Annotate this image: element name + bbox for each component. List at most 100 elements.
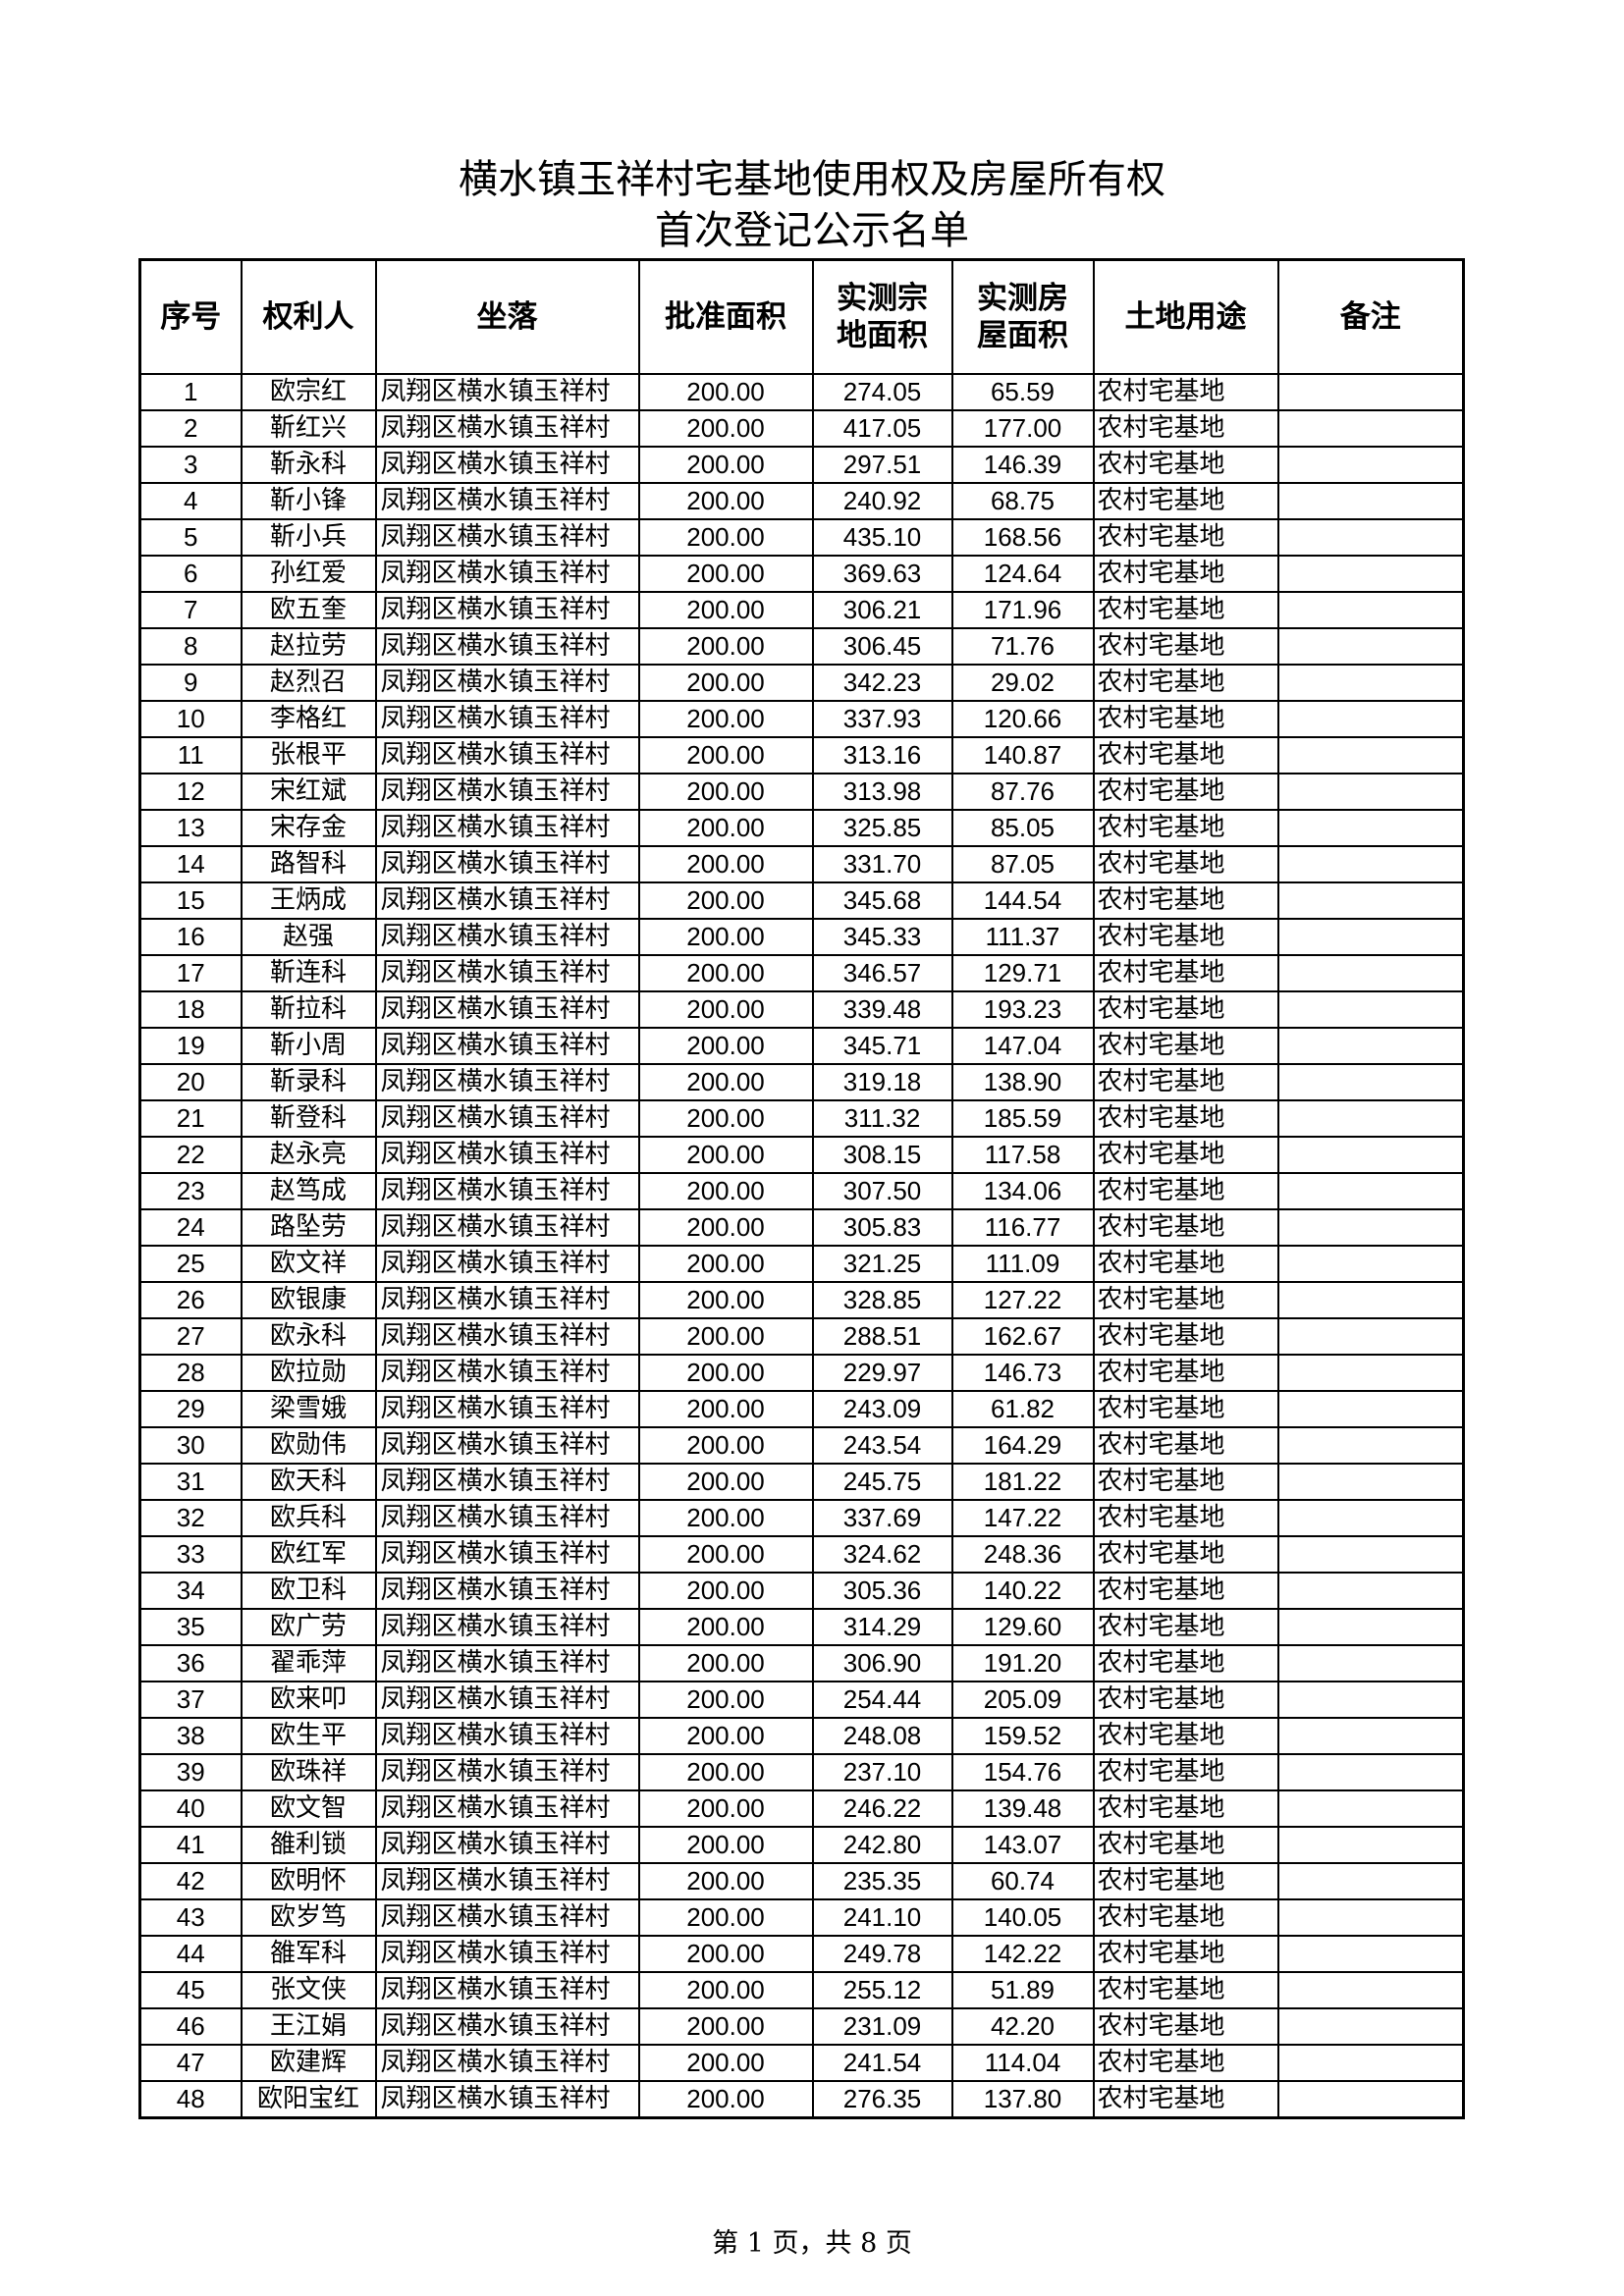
land-use-cell: 农村宅基地 xyxy=(1092,1681,1279,1719)
table-row: 42 欧明怀 凤翔区横水镇玉祥村 200.00 235.35 60.74 农村宅基地 xyxy=(138,1862,1465,1900)
land-use-cell: 农村宅基地 xyxy=(1092,1862,1279,1900)
serial-cell: 4 xyxy=(138,482,243,520)
owner-cell: 欧勋伟 xyxy=(240,1426,377,1465)
location-cell: 凤翔区横水镇玉祥村 xyxy=(374,1063,640,1101)
remarks-cell xyxy=(1276,1027,1465,1065)
land-use-cell: 农村宅基地 xyxy=(1092,1898,1279,1937)
remarks-cell xyxy=(1276,1317,1465,1356)
measured-house-area-cell: 42.20 xyxy=(950,2007,1095,2046)
measured-house-area-cell: 162.67 xyxy=(950,1317,1095,1356)
serial-cell: 14 xyxy=(138,845,243,883)
location-cell: 凤翔区横水镇玉祥村 xyxy=(374,918,640,956)
serial-cell: 12 xyxy=(138,773,243,811)
serial-cell: 7 xyxy=(138,591,243,629)
table-row: 29 梁雪娥 凤翔区横水镇玉祥村 200.00 243.09 61.82 农村宅基地 xyxy=(138,1390,1465,1428)
remarks-cell xyxy=(1276,1354,1465,1392)
remarks-cell xyxy=(1276,1753,1465,1791)
location-cell: 凤翔区横水镇玉祥村 xyxy=(374,700,640,738)
remarks-cell xyxy=(1276,1281,1465,1319)
table-row: 11 张根平 凤翔区横水镇玉祥村 200.00 313.16 140.87 农村宅基地 xyxy=(138,736,1465,774)
owner-cell: 赵烈召 xyxy=(240,664,377,702)
land-use-cell: 农村宅基地 xyxy=(1092,990,1279,1029)
measured-house-area-cell: 193.23 xyxy=(950,990,1095,1029)
header-approved-area: 批准面积 xyxy=(637,258,814,375)
table-row: 1 欧宗红 凤翔区横水镇玉祥村 200.00 274.05 65.59 农村宅基地 xyxy=(138,373,1465,411)
table-row: 24 路坠劳 凤翔区横水镇玉祥村 200.00 305.83 116.77 农村宅基地 xyxy=(138,1208,1465,1247)
measured-land-area-cell: 240.92 xyxy=(811,482,953,520)
measured-land-area-cell: 324.62 xyxy=(811,1535,953,1574)
table-row: 3 靳永科 凤翔区横水镇玉祥村 200.00 297.51 146.39 农村宅基地 xyxy=(138,446,1465,484)
measured-house-area-cell: 85.05 xyxy=(950,809,1095,847)
land-use-cell: 农村宅基地 xyxy=(1092,2080,1279,2119)
approved-area-cell: 200.00 xyxy=(637,1463,814,1501)
serial-cell: 39 xyxy=(138,1753,243,1791)
land-use-cell: 农村宅基地 xyxy=(1092,2044,1279,2082)
location-cell: 凤翔区横水镇玉祥村 xyxy=(374,1172,640,1210)
owner-cell: 欧永科 xyxy=(240,1317,377,1356)
measured-land-area-cell: 306.90 xyxy=(811,1644,953,1682)
remarks-cell xyxy=(1276,881,1465,920)
location-cell: 凤翔区横水镇玉祥村 xyxy=(374,881,640,920)
serial-cell: 42 xyxy=(138,1862,243,1900)
remarks-cell xyxy=(1276,773,1465,811)
owner-cell: 欧天科 xyxy=(240,1463,377,1501)
header-row: 序号 权利人 坐落 批准面积 实测宗地面积 实测房屋面积 土地用途 备注 xyxy=(138,258,1465,375)
owner-cell: 靳登科 xyxy=(240,1099,377,1138)
location-cell: 凤翔区横水镇玉祥村 xyxy=(374,1245,640,1283)
measured-house-area-cell: 171.96 xyxy=(950,591,1095,629)
table-row: 39 欧珠祥 凤翔区横水镇玉祥村 200.00 237.10 154.76 农村宅基地 xyxy=(138,1753,1465,1791)
table-row: 9 赵烈召 凤翔区横水镇玉祥村 200.00 342.23 29.02 农村宅基地 xyxy=(138,664,1465,702)
approved-area-cell: 200.00 xyxy=(637,918,814,956)
serial-cell: 15 xyxy=(138,881,243,920)
location-cell: 凤翔区横水镇玉祥村 xyxy=(374,1136,640,1174)
remarks-cell xyxy=(1276,918,1465,956)
measured-land-area-cell: 297.51 xyxy=(811,446,953,484)
land-use-cell: 农村宅基地 xyxy=(1092,664,1279,702)
location-cell: 凤翔区横水镇玉祥村 xyxy=(374,482,640,520)
approved-area-cell: 200.00 xyxy=(637,1681,814,1719)
location-cell: 凤翔区横水镇玉祥村 xyxy=(374,1426,640,1465)
land-use-cell: 农村宅基地 xyxy=(1092,1753,1279,1791)
remarks-cell xyxy=(1276,700,1465,738)
table-row: 43 欧岁笃 凤翔区横水镇玉祥村 200.00 241.10 140.05 农村宅基地 xyxy=(138,1898,1465,1937)
measured-house-area-cell: 111.09 xyxy=(950,1245,1095,1283)
approved-area-cell: 200.00 xyxy=(637,1426,814,1465)
approved-area-cell: 200.00 xyxy=(637,1826,814,1864)
measured-house-area-cell: 205.09 xyxy=(950,1681,1095,1719)
location-cell: 凤翔区横水镇玉祥村 xyxy=(374,990,640,1029)
measured-house-area-cell: 124.64 xyxy=(950,555,1095,593)
measured-land-area-cell: 313.16 xyxy=(811,736,953,774)
measured-house-area-cell: 127.22 xyxy=(950,1281,1095,1319)
document-title: 横水镇玉祥村宅基地使用权及房屋所有权 xyxy=(459,157,1165,202)
location-cell: 凤翔区横水镇玉祥村 xyxy=(374,1862,640,1900)
measured-land-area-cell: 308.15 xyxy=(811,1136,953,1174)
approved-area-cell: 200.00 xyxy=(637,1354,814,1392)
location-cell: 凤翔区横水镇玉祥村 xyxy=(374,2007,640,2046)
land-use-cell: 农村宅基地 xyxy=(1092,1208,1279,1247)
table-row: 6 孙红爱 凤翔区横水镇玉祥村 200.00 369.63 124.64 农村宅基地 xyxy=(138,555,1465,593)
measured-land-area-cell: 305.36 xyxy=(811,1572,953,1610)
owner-cell: 欧建辉 xyxy=(240,2044,377,2082)
owner-cell: 欧文祥 xyxy=(240,1245,377,1283)
remarks-cell xyxy=(1276,1535,1465,1574)
land-use-cell: 农村宅基地 xyxy=(1092,736,1279,774)
owner-cell: 张根平 xyxy=(240,736,377,774)
measured-house-area-cell: 138.90 xyxy=(950,1063,1095,1101)
table-row: 44 雒军科 凤翔区横水镇玉祥村 200.00 249.78 142.22 农村宅基地 xyxy=(138,1935,1465,1973)
measured-house-area-cell: 139.48 xyxy=(950,1789,1095,1828)
location-cell: 凤翔区横水镇玉祥村 xyxy=(374,446,640,484)
owner-cell: 靳小周 xyxy=(240,1027,377,1065)
measured-house-area-cell: 181.22 xyxy=(950,1463,1095,1501)
location-cell: 凤翔区横水镇玉祥村 xyxy=(374,1935,640,1973)
table-row: 37 欧来叩 凤翔区横水镇玉祥村 200.00 254.44 205.09 农村宅基地 xyxy=(138,1681,1465,1719)
remarks-cell xyxy=(1276,1063,1465,1101)
measured-land-area-cell: 241.10 xyxy=(811,1898,953,1937)
serial-cell: 27 xyxy=(138,1317,243,1356)
owner-cell: 赵永亮 xyxy=(240,1136,377,1174)
location-cell: 凤翔区横水镇玉祥村 xyxy=(374,845,640,883)
owner-cell: 李格红 xyxy=(240,700,377,738)
table-row: 38 欧生平 凤翔区横水镇玉祥村 200.00 248.08 159.52 农村宅基地 xyxy=(138,1717,1465,1755)
table-row: 17 靳连科 凤翔区横水镇玉祥村 200.00 346.57 129.71 农村宅基地 xyxy=(138,954,1465,992)
approved-area-cell: 200.00 xyxy=(637,2044,814,2082)
land-use-cell: 农村宅基地 xyxy=(1092,2007,1279,2046)
